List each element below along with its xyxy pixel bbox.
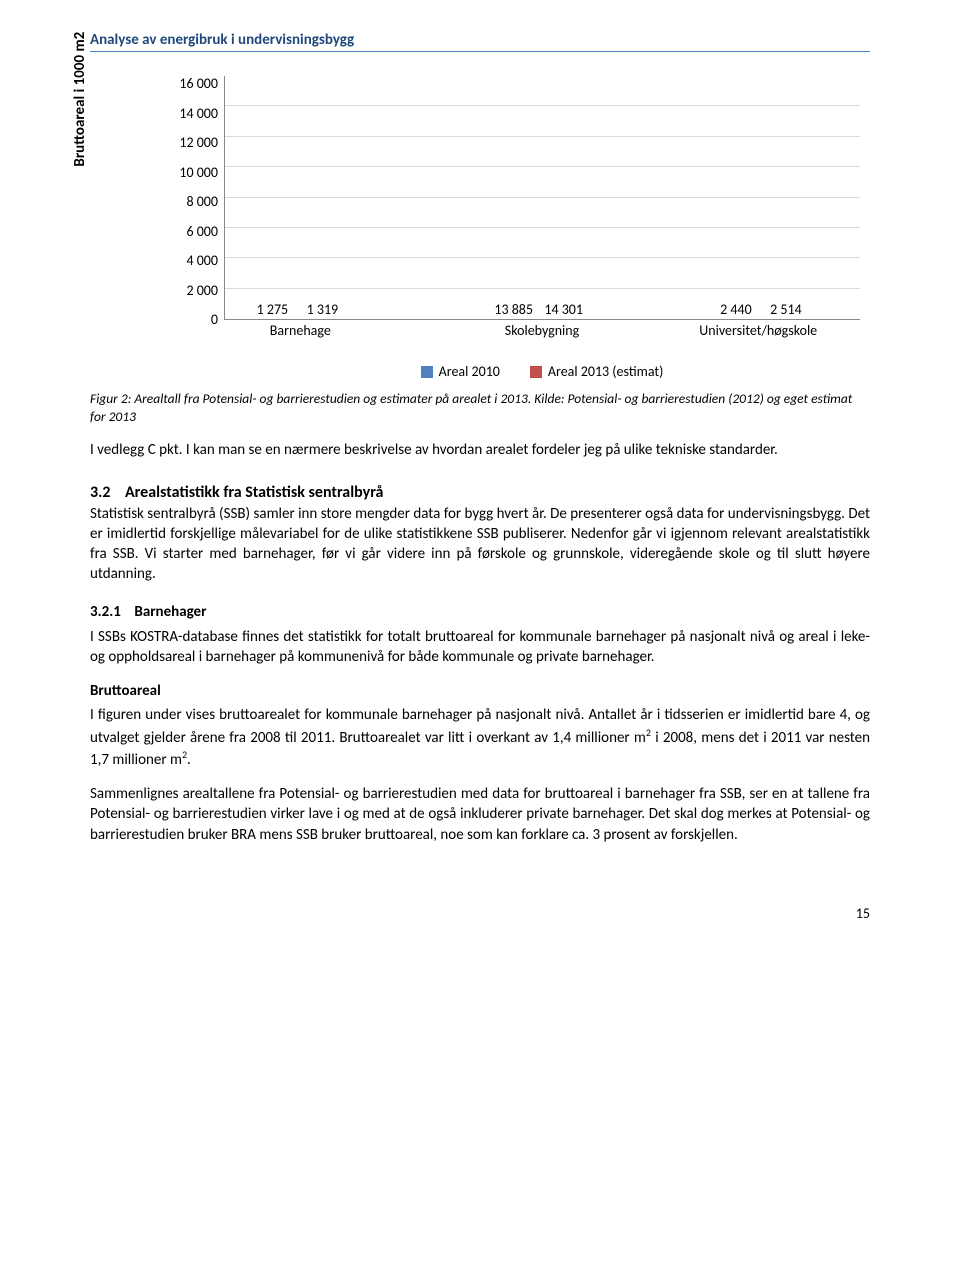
legend-item: Areal 2013 (estimat) — [530, 363, 663, 380]
y-tick: 8 000 — [168, 195, 218, 209]
section-heading-3-2-1: 3.2.1 Barnehager — [90, 603, 870, 621]
grid-line — [225, 227, 860, 228]
bar-value-label: 13 885 — [492, 301, 536, 318]
section-title: Arealstatistikk fra Statistisk sentralby… — [125, 483, 383, 502]
legend-label: Areal 2010 — [439, 363, 500, 380]
bar-value-label: 2 440 — [714, 301, 758, 318]
area-chart: Bruttoareal i 1000 m2 16 00014 00012 000… — [90, 70, 870, 380]
run-in-heading: Bruttoareal — [90, 682, 161, 700]
grid-line — [225, 105, 860, 106]
paragraph: Statistisk sentralbyrå (SSB) samler inn … — [90, 504, 870, 585]
y-tick: 0 — [168, 313, 218, 327]
grid-line — [225, 197, 860, 198]
bar-value-label: 2 514 — [764, 301, 808, 318]
grid-line — [225, 166, 860, 167]
y-tick: 14 000 — [168, 107, 218, 121]
legend-item: Areal 2010 — [421, 363, 500, 380]
paragraph: I vedlegg C pkt. I kan man se en nærmere… — [90, 440, 870, 460]
legend-label: Areal 2013 (estimat) — [548, 363, 663, 380]
header-title: Analyse av energibruk i undervisningsbyg… — [90, 31, 354, 49]
x-category-label: Skolebygning — [505, 322, 579, 339]
text-part: . — [187, 751, 191, 769]
section-number: 3.2.1 — [90, 603, 121, 621]
bruttoareal-heading: Bruttoareal — [90, 681, 870, 701]
y-tick: 4 000 — [168, 254, 218, 268]
bar-value-label: 14 301 — [542, 301, 586, 318]
y-tick: 12 000 — [168, 136, 218, 150]
bar-value-label: 1 319 — [300, 301, 344, 318]
x-category-label: Universitet/høgskole — [699, 322, 817, 339]
chart-legend: Areal 2010 Areal 2013 (estimat) — [224, 363, 860, 380]
grid-line — [225, 257, 860, 258]
page-header: Analyse av energibruk i undervisningsbyg… — [90, 30, 870, 52]
figure-caption: Figur 2: Arealtall fra Potensial- og bar… — [90, 390, 870, 426]
grid-line — [225, 288, 860, 289]
paragraph: I SSBs KOSTRA-database finnes det statis… — [90, 627, 870, 668]
page-number: 15 — [90, 905, 870, 922]
paragraph: Sammenlignes arealtallene fra Potensial-… — [90, 784, 870, 845]
plot-area: 1 275 1 319 13 885 14 301 2 440 2 514 — [224, 76, 860, 320]
legend-swatch — [530, 366, 542, 378]
y-tick: 6 000 — [168, 225, 218, 239]
y-tick: 16 000 — [168, 77, 218, 91]
y-tick: 10 000 — [168, 166, 218, 180]
x-axis-categories: Barnehage Skolebygning Universitet/høgskol… — [224, 322, 860, 342]
x-category-label: Barnehage — [270, 322, 331, 339]
bar-value-label: 1 275 — [250, 301, 294, 318]
y-axis: 16 000 14 000 12 000 10 000 8 000 6 000 4 000 2… — [168, 70, 218, 320]
section-number: 3.2 — [90, 483, 111, 502]
y-tick: 2 000 — [168, 284, 218, 298]
y-axis-label: Bruttoareal i 1000 m2 — [71, 32, 89, 167]
grid-line — [225, 136, 860, 137]
paragraph: I figuren under vises bruttoarealet for … — [90, 705, 870, 770]
section-heading-3-2: 3.2 Arealstatistikk fra Statistisk sentr… — [90, 483, 870, 502]
section-title: Barnehager — [134, 603, 206, 621]
legend-swatch — [421, 366, 433, 378]
